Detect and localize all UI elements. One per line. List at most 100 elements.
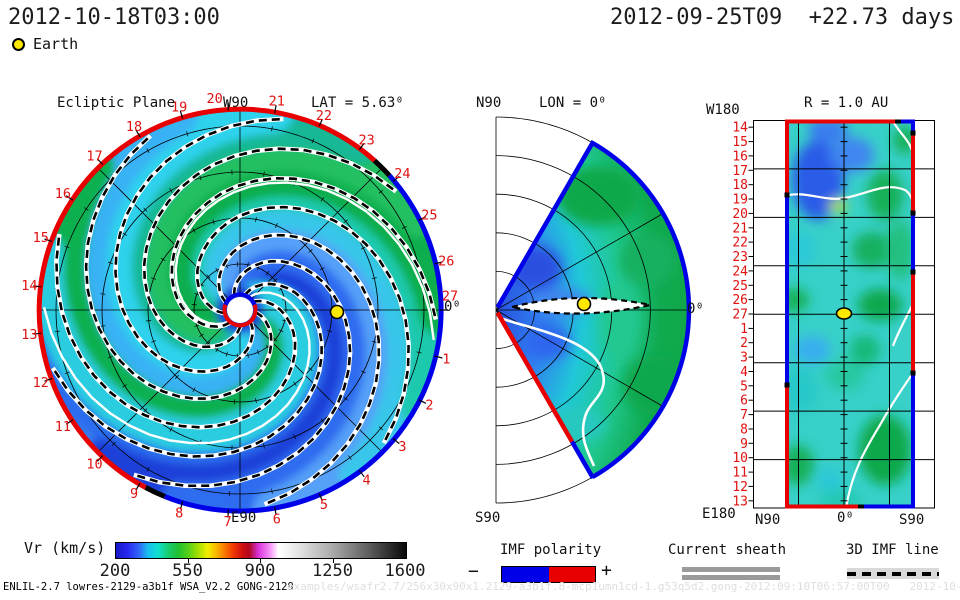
meridional-zero-deg-label: 0⁰: [687, 301, 704, 317]
ecliptic-day-label: 25: [421, 207, 437, 223]
ecliptic-day-label: 19: [171, 99, 187, 115]
sun-center: [227, 297, 253, 323]
ecliptic-day-label: 23: [358, 132, 374, 148]
map-axis-n90-label: N90: [755, 512, 781, 528]
earth-marker-ecliptic: [329, 304, 345, 320]
map-west-label: W180: [706, 102, 740, 118]
ecliptic-border-neutral: [144, 485, 166, 499]
map-row-label: 24: [732, 264, 748, 279]
ecliptic-day-label: 26: [438, 254, 454, 270]
colorbar-label: Vr (km/s): [24, 539, 106, 557]
map-axis-zero-label: 0⁰: [837, 510, 854, 526]
ecliptic-day-label: 16: [55, 186, 71, 202]
meridional-lon-label: LON = 0⁰: [539, 95, 607, 111]
map-row-label: 26: [732, 293, 748, 308]
earth-legend-label: Earth: [33, 35, 79, 53]
inner-boundary-negative: [223, 292, 257, 306]
imf-line-dashed: [196, 205, 410, 444]
ecliptic-day-label: 17: [86, 148, 102, 164]
map-border-neutral-tick: [784, 192, 790, 198]
ecliptic-day-label: 2: [425, 398, 433, 414]
map-border-neutral-tick: [910, 210, 916, 216]
ecliptic-border-negative: [163, 173, 444, 514]
ecliptic-day-label: 15: [33, 230, 49, 246]
wedge-lower-edge-positive: [495, 311, 574, 443]
ecliptic-day-label: 18: [126, 119, 142, 135]
ecliptic-day-label: 8: [175, 506, 183, 522]
current-sheath-title: Current sheath: [668, 542, 787, 558]
imf-line-dashed: [55, 233, 297, 429]
map-row-label: 15: [732, 135, 748, 150]
wedge-arc-negative: [591, 140, 692, 480]
colorbar-tick-mark: [260, 558, 261, 563]
ecliptic-day-label: 20: [207, 91, 223, 107]
imf-line-title: 3D IMF line: [846, 542, 939, 558]
imf-positive-swatch: [548, 567, 595, 582]
map-border-neutral-tick: [784, 382, 790, 388]
map-row-label: 6: [740, 394, 748, 409]
map-row-label: 16: [732, 149, 748, 164]
ecliptic-border-neutral: [372, 158, 392, 178]
ecliptic-title: Ecliptic Plane: [57, 95, 176, 111]
map-row-label: 11: [732, 466, 748, 481]
ecliptic-day-label: 3: [398, 439, 406, 455]
map-row-label: 23: [732, 250, 748, 265]
ecliptic-day-label: 14: [21, 278, 37, 294]
colorbar-tick-mark: [332, 558, 334, 563]
ecliptic-day-label: 9: [130, 486, 138, 502]
imf-minus-sign: −: [468, 561, 479, 582]
map-row-label: 14: [732, 121, 748, 136]
map-row-label: 1: [740, 322, 748, 337]
meridional-north-label: N90: [476, 95, 502, 111]
map-row-label: 8: [740, 422, 748, 437]
earth-legend-icon: [12, 38, 25, 51]
imf-line-dashed: [142, 147, 397, 349]
ecliptic-day-label: 12: [33, 375, 49, 391]
imf-polarity-bar: [501, 566, 596, 583]
imf-line-dashed: [114, 117, 284, 373]
watermark-text: examples/wsafr2.7/256x30x90x1.2129-a3b1f…: [287, 580, 960, 593]
map-axis-s90-label: S90: [899, 512, 925, 528]
colorbar-tick-label: 900: [244, 561, 276, 581]
map-rows: 1415161718192021222324252627123456789101…: [732, 121, 848, 509]
map-row-label: 2: [740, 336, 748, 351]
map-row-label: 22: [732, 236, 748, 251]
map-row-label: 3: [740, 351, 748, 366]
imf-polarity-title: IMF polarity: [500, 542, 602, 558]
map-row-label: 5: [740, 379, 748, 394]
earth-marker-map: [835, 307, 853, 320]
current-sheath-line-1: [682, 567, 780, 572]
map-border-neutral-tick: [910, 130, 916, 136]
current-sheet-line: [174, 181, 435, 341]
model-info-text: ENLIL-2.7 lowres-2129-a3b1f WSA_V2.2 GON…: [3, 581, 294, 593]
colorbar-tick-mark: [187, 558, 189, 563]
map-east-label: E180: [702, 506, 736, 522]
colorbar-gradient: [115, 542, 407, 559]
ecliptic-day-label: 7: [224, 514, 232, 530]
map-row-label: 17: [732, 164, 748, 179]
ecliptic-day-label: 22: [316, 108, 332, 124]
map-row-label: 25: [732, 279, 748, 294]
imf-line-sample: [847, 568, 939, 579]
imf-negative-swatch: [502, 567, 549, 582]
colorbar-tick-label: 550: [172, 561, 203, 581]
ecliptic-day-label: 27: [442, 289, 458, 305]
map-row-label: 12: [732, 480, 748, 495]
earth-marker-meridional: [576, 296, 592, 312]
map-row-label: 18: [732, 178, 748, 193]
ecliptic-day-label: 24: [394, 166, 410, 182]
ecliptic-day-ticks: [33, 102, 448, 518]
ecliptic-day-label: 1: [442, 351, 450, 367]
map-border-neutral-tick: [910, 370, 916, 376]
map-title: R = 1.0 AU: [804, 95, 889, 111]
map-row-label: 27: [732, 307, 748, 322]
imf-line-dashed: [51, 282, 323, 458]
colorbar-tick-label: 1250: [312, 561, 353, 581]
map-row-label: 13: [732, 494, 748, 509]
colorbar-tick-label: 1600: [384, 561, 426, 581]
map-border-neutral-tick: [910, 269, 916, 275]
map-row-label: 19: [732, 193, 748, 208]
inner-boundary-positive: [222, 304, 258, 328]
ecliptic-day-label: 6: [273, 511, 281, 527]
